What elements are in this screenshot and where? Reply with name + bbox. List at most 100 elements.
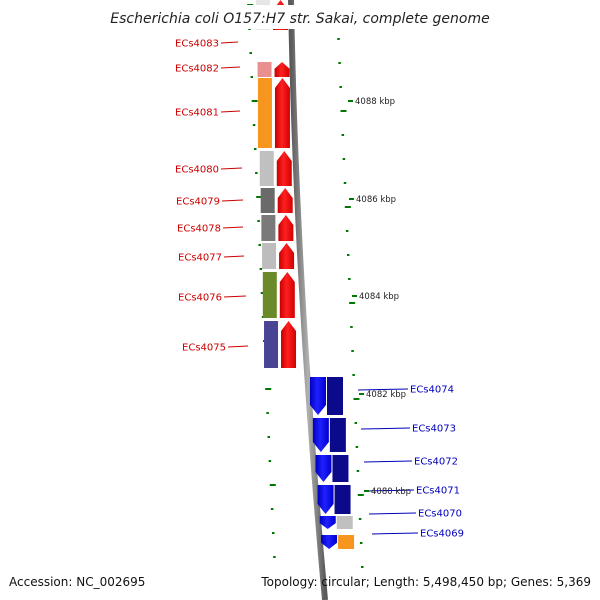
gene-arrow-ecs4077[interactable] [279,243,295,269]
gene-label-ecs4073[interactable]: ECs4073 [412,424,456,435]
tick-mark [340,110,347,112]
leader-line [220,41,239,44]
gene-arrow-ecs4069[interactable] [321,535,338,549]
tick-mark [353,398,360,400]
gene-label-ecs4076[interactable]: ECs4076 [178,293,222,304]
cog-box-ecs4073 [329,418,346,452]
accession-text: Accession: NC_002695 [9,575,145,589]
kbp-label: 4084 kbp [359,292,399,302]
gene-labels: ECs4083 ECs4082 ECs4081 ECs4080 ECs4079 ECs40… [175,39,464,540]
kbp-label: 4080 kbp [371,487,411,497]
gene-arrow-ecs4081[interactable] [274,78,290,148]
tick-mark [249,52,252,54]
tick-mark [355,446,359,448]
cog-box-ecs4082 [257,62,272,77]
backbone-line [288,0,328,600]
gene-arrow-ecs4082[interactable] [274,62,290,77]
gene-arrow-ecs4074[interactable] [310,377,326,415]
gene-label-ecs4069[interactable]: ECs4069 [420,529,464,540]
gene-arrow-ecs4072[interactable] [315,455,332,482]
gene-label-ecs4077[interactable]: ECs4077 [178,253,222,264]
tick-mark [349,302,356,304]
tick-mark [338,62,341,64]
cog-box-ecs4081 [257,78,272,148]
kbp-label: 4088 kbp [355,97,395,107]
tick-mark [337,38,340,40]
major-tick [364,490,369,492]
gene-label-ecs4079[interactable]: ECs4079 [176,197,220,208]
tick-mark [257,220,260,222]
gene-label-ecs4075[interactable]: ECs4075 [182,343,226,354]
tick-mark [268,460,272,462]
gene-arrow-ecs4071[interactable] [317,485,334,514]
title-backdrop [110,5,490,29]
gene-label-ecs4078[interactable]: ECs4078 [177,224,221,235]
tick-mark [346,254,350,256]
tick-mark [350,326,353,328]
map-title: Escherichia coli O157:H7 str. Sakai, com… [110,11,489,27]
gene-label-ecs4080[interactable]: ECs4080 [175,165,219,176]
tick-mark [259,268,263,270]
gene-label-ecs4070[interactable]: ECs4070 [418,509,462,520]
gene-arrow-ecs4078[interactable] [278,215,294,241]
gene-arrow-ecs4076[interactable] [279,272,295,318]
major-tick [352,295,357,297]
tick-mark [344,206,351,208]
kbp-label: 4082 kbp [366,390,406,400]
tick-mark [255,172,258,174]
tick-mark [343,182,347,184]
tick-mark [345,230,349,232]
gene-arrow-ecs4080[interactable] [276,151,292,186]
leader-line [357,388,409,391]
leader-line [220,66,241,69]
tick-mark [351,350,354,352]
tick-mark [342,158,346,160]
leader-line [223,295,247,298]
cog-box-ecs4069 [338,535,355,549]
topology-text: Topology: circular; Length: 5,498,450 bp… [260,575,591,589]
tick-mark [339,86,342,88]
tick-mark [361,566,364,568]
leader-line [227,345,249,348]
leader-line [222,226,244,229]
gene-features [256,0,355,549]
leader-line [363,460,413,463]
gene-label-ecs4082[interactable]: ECs4082 [175,64,219,75]
cog-box-ecs4077 [262,243,277,269]
cog-box-ecs4079 [260,188,275,213]
gene-arrow-ecs4070[interactable] [319,516,336,529]
tick-mark [251,100,258,102]
tick-mark [252,124,256,126]
cog-box-ecs4080 [259,151,274,186]
gene-label-ecs4083[interactable]: ECs4083 [175,39,219,50]
cog-box-ecs4070 [336,516,353,529]
gene-label-ecs4081[interactable]: ECs4081 [175,108,219,119]
tick-mark [348,278,351,280]
major-tick [349,198,354,200]
cog-box-ecs4072 [332,455,349,482]
cog-box-ecs4074 [327,377,343,415]
tick-mark [256,196,263,198]
leader-line [220,110,241,113]
gene-arrow-ecs4079[interactable] [277,188,293,213]
tick-mark [359,542,363,544]
gene-arrow-ecs4073[interactable] [312,418,329,452]
gene-arrow-ecs4075[interactable] [281,321,297,368]
tick-mark [270,508,274,510]
kbp-label: 4086 kbp [356,195,396,205]
tick-mark [253,148,257,150]
tick-mark [272,532,275,534]
major-tick [348,100,353,102]
gene-label-ecs4074[interactable]: ECs4074 [410,385,454,396]
leader-line [371,532,419,535]
leader-line [366,489,415,492]
tick-mark [354,422,358,424]
tick-mark [265,388,272,390]
tick-mark [352,374,355,376]
tick-mark [357,494,364,496]
gene-label-ecs4071[interactable]: ECs4071 [416,486,460,497]
tick-mark [341,134,345,136]
tick-mark [266,412,269,414]
gene-label-ecs4072[interactable]: ECs4072 [414,457,458,468]
